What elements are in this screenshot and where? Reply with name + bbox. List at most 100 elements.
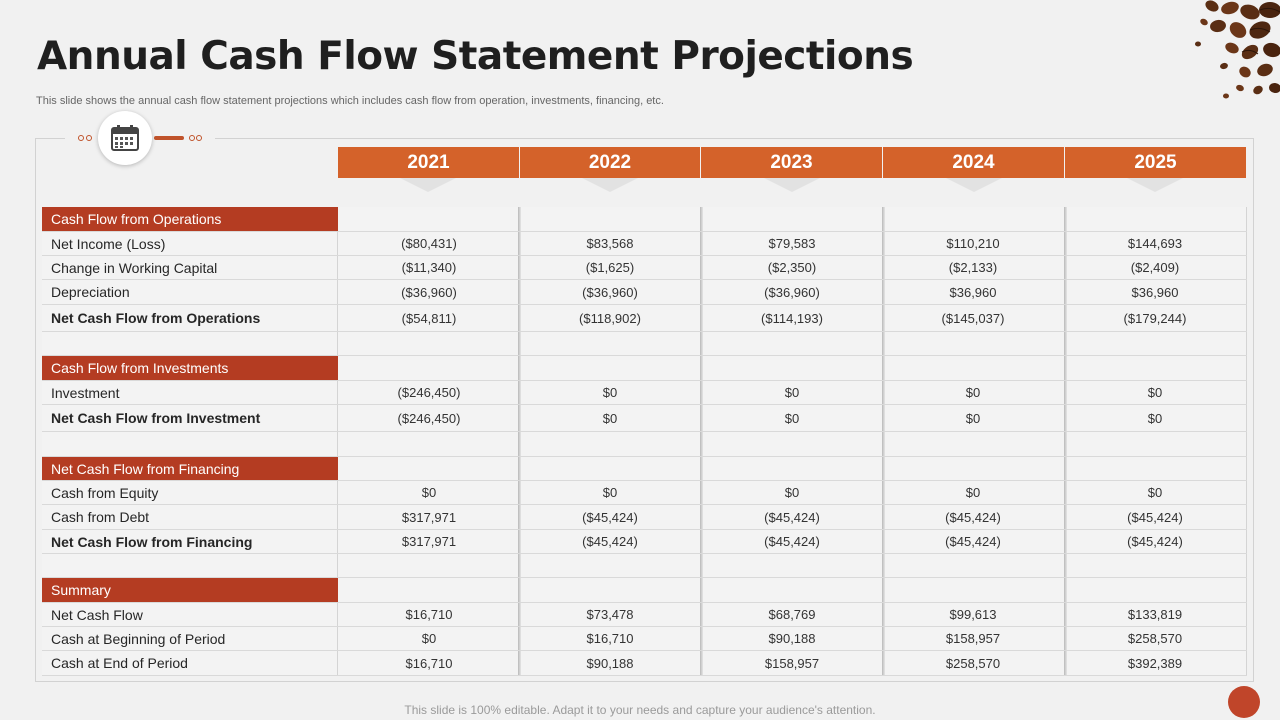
decor-bar: [154, 136, 184, 140]
value-cell-2023: $0: [784, 410, 800, 426]
value-cell-2022: $16,710: [586, 631, 634, 646]
value-cell-2025: [1064, 578, 1246, 602]
value-cell-2021: [338, 457, 520, 480]
coffee-beans-image: [1195, 0, 1280, 99]
value-cell-2022: [519, 332, 701, 355]
value-cell-2022: [519, 356, 701, 380]
value-cell-2023: [701, 332, 883, 355]
row-label: Net Cash Flow: [51, 606, 143, 623]
value-cell-2022: [519, 207, 701, 231]
table-row: Change in Working Capital ($11,340) ($1,62…: [42, 256, 1247, 280]
row-label: Depreciation: [51, 284, 130, 300]
value-cell-2022: [519, 578, 701, 602]
section-header-row: Cash Flow from Operations: [42, 207, 1247, 232]
decor-dot: [189, 135, 195, 141]
value-cell-2025: $133,819: [1127, 607, 1183, 622]
value-cell-2024: [882, 457, 1064, 480]
value-cell-2021: ($36,960): [401, 284, 457, 300]
section-header-row: Summary: [42, 578, 1247, 603]
table-row: Depreciation ($36,960) ($36,960) ($36,960) $…: [42, 280, 1247, 305]
table-frame: [35, 138, 1254, 682]
value-cell-2021: $16,710: [405, 655, 453, 671]
year-pointer: [946, 178, 1002, 192]
page-title: Annual Cash Flow Statement Projections: [37, 34, 914, 79]
value-cell-2021: [338, 578, 520, 602]
year-header: 2021: [338, 147, 519, 178]
table-row: Cash from Debt $317,971 ($45,424) ($45,424)…: [42, 505, 1247, 530]
value-cell-2025: $36,960: [1131, 284, 1179, 300]
page-subtitle: This slide shows the annual cash flow st…: [36, 95, 664, 107]
value-cell-2024: ($45,424): [945, 509, 1001, 525]
year-header: 2022: [520, 147, 700, 178]
column-divider: [1246, 207, 1247, 676]
value-cell-2021: [338, 432, 520, 456]
year-pointer: [400, 178, 456, 192]
value-cell-2022: $73,478: [586, 607, 634, 622]
value-cell-2024: [882, 578, 1064, 602]
spacer-row: [42, 432, 1247, 457]
decor-dot: [78, 135, 84, 141]
value-cell-2021: [338, 356, 520, 380]
value-cell-2022: $83,568: [586, 236, 634, 251]
value-cell-2025: [1064, 432, 1246, 456]
section-header-row: Net Cash Flow from Financing: [42, 457, 1247, 481]
value-cell-2023: [701, 554, 883, 577]
value-cell-2023: $0: [784, 385, 800, 400]
column-divider: [700, 207, 703, 676]
value-cell-2021: [338, 207, 520, 231]
calendar-badge: [98, 111, 152, 165]
value-cell-2025: $144,693: [1127, 236, 1183, 251]
row-label: Cash at End of Period: [51, 655, 188, 671]
row-label: Net Cash Flow from Investment: [51, 410, 261, 426]
calendar-icon: [111, 125, 139, 151]
value-cell-2023: ($45,424): [764, 509, 820, 525]
table-row: Net Cash Flow from Financing $317,971 ($45…: [42, 530, 1247, 554]
value-cell-2024: $158,957: [945, 631, 1001, 646]
value-cell-2023: [701, 432, 883, 456]
value-cell-2022: $0: [602, 410, 618, 426]
value-cell-2023: ($36,960): [764, 284, 820, 300]
year-pointer: [764, 178, 820, 192]
table-row: Cash from Equity $0 $0 $0 $0 $0: [42, 481, 1247, 505]
value-cell-2025: [1064, 332, 1246, 355]
row-label: Net Cash Flow from Financing: [51, 533, 253, 550]
value-cell-2025: ($179,244): [1123, 310, 1187, 326]
value-cell-2024: $110,210: [946, 236, 1000, 251]
row-label: Change in Working Capital: [51, 259, 218, 276]
value-cell-2024: [882, 332, 1064, 355]
column-divider: [882, 207, 885, 676]
table-row: Net Cash Flow from Investment ($246,450) $…: [42, 405, 1247, 432]
value-cell-2021: ($11,340): [401, 260, 457, 275]
year-pointer: [582, 178, 638, 192]
row-label: [42, 332, 338, 355]
value-cell-2021: ($246,450): [397, 410, 461, 426]
value-cell-2021: ($54,811): [401, 310, 457, 326]
table-row: Cash at End of Period $16,710 $90,188 $158,…: [42, 651, 1247, 676]
value-cell-2024: $0: [965, 485, 981, 500]
value-cell-2022: ($118,902): [579, 310, 641, 326]
value-cell-2024: [882, 432, 1064, 456]
value-cell-2025: [1064, 554, 1246, 577]
row-label: [42, 554, 338, 577]
table-row: Cash at Beginning of Period $0 $16,710 $90,…: [42, 627, 1247, 651]
value-cell-2025: $0: [1147, 485, 1163, 500]
value-cell-2024: $0: [965, 410, 981, 426]
value-cell-2025: $0: [1147, 410, 1163, 426]
value-cell-2021: [338, 554, 520, 577]
value-cell-2022: $0: [602, 385, 618, 400]
value-cell-2024: [882, 356, 1064, 380]
value-cell-2024: ($145,037): [941, 310, 1005, 326]
value-cell-2022: ($45,424): [582, 509, 638, 525]
row-label: Investment: [51, 384, 120, 401]
table-row: Investment ($246,450) $0 $0 $0 $0: [42, 381, 1247, 405]
spacer-row: [42, 332, 1247, 356]
value-cell-2021: $0: [421, 485, 437, 500]
section-header-row: Cash Flow from Investments: [42, 356, 1247, 381]
value-cell-2023: ($114,193): [761, 310, 823, 326]
section-label: Cash Flow from Investments: [42, 356, 338, 380]
spacer-row: [42, 554, 1247, 578]
value-cell-2023: [701, 578, 883, 602]
value-cell-2024: $258,570: [945, 655, 1001, 671]
row-label: Net Income (Loss): [51, 235, 166, 252]
value-cell-2024: $36,960: [949, 284, 997, 300]
